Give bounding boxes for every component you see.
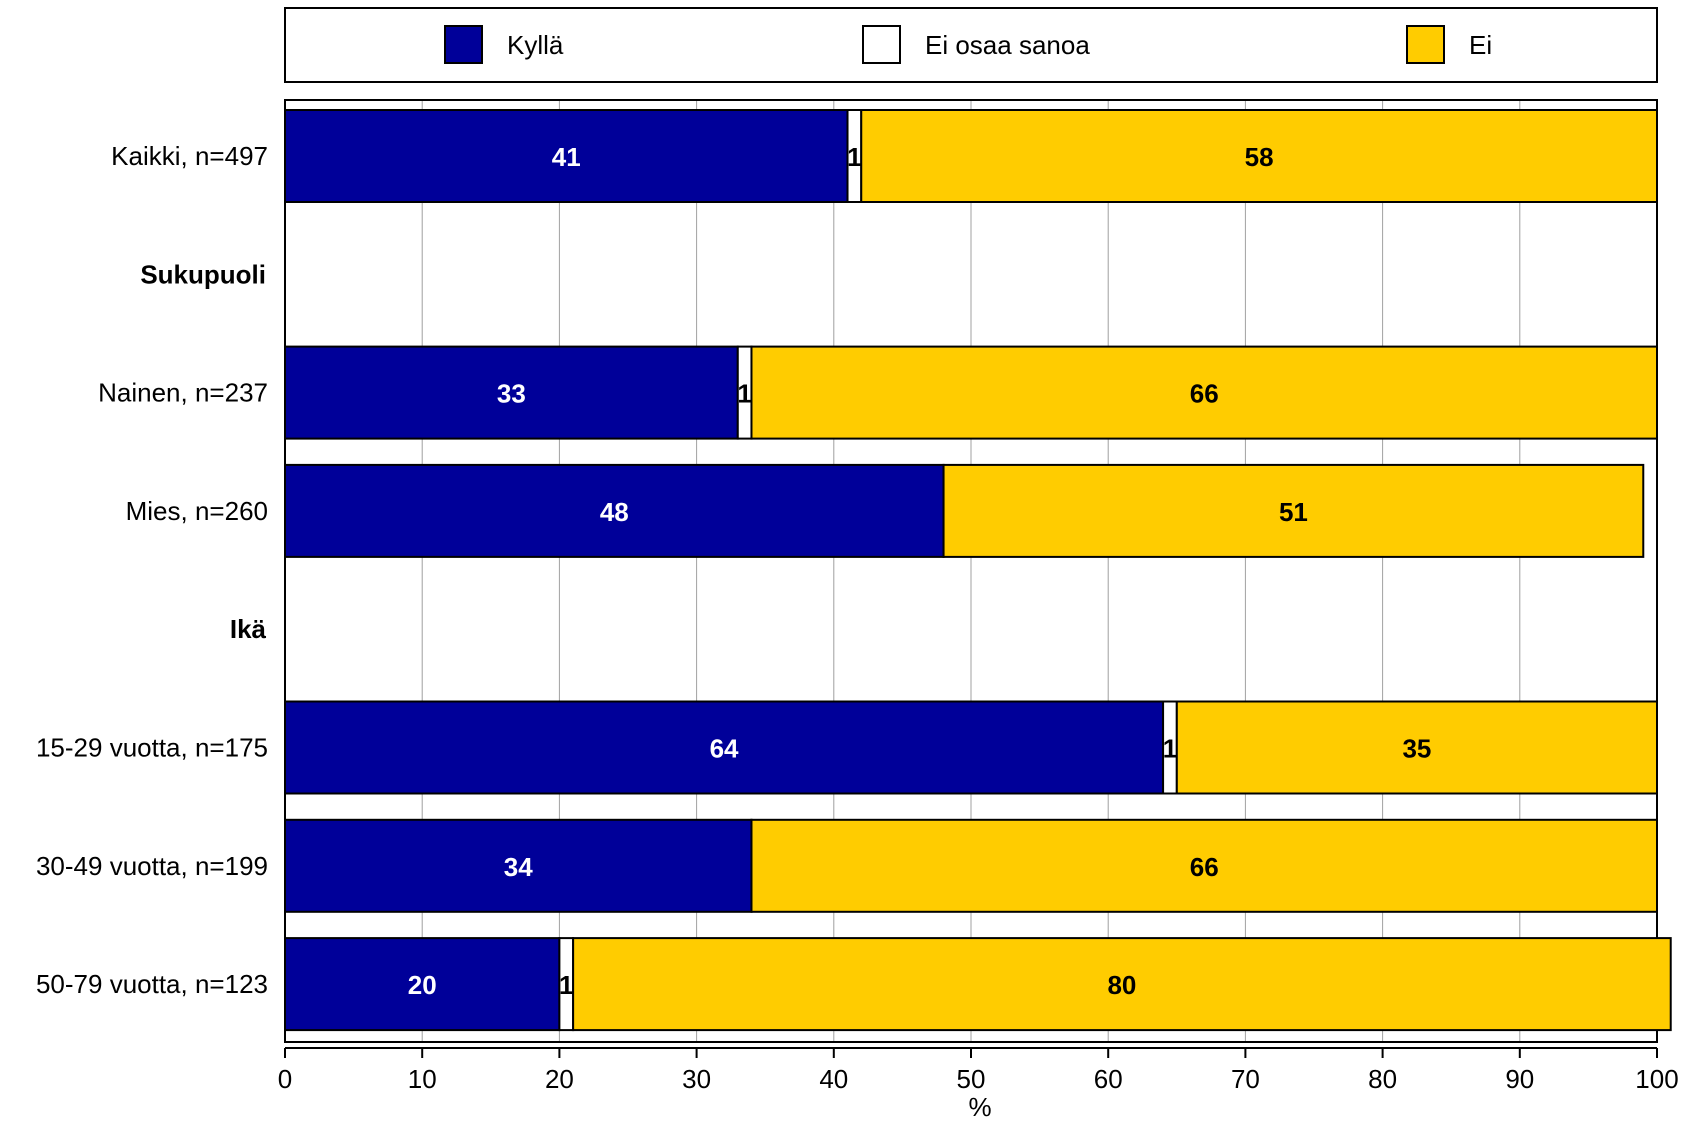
bar-segment-ei (1175, 700, 1659, 795)
data-label: 80 (1107, 970, 1136, 1000)
data-label: 34 (504, 852, 533, 882)
bar-row-15-29-vuotta-n-175: 64 1 35 (284, 700, 1659, 795)
legend-swatch (1406, 25, 1445, 64)
bar-segment-ei (750, 818, 1658, 913)
legend-label: Ei (1469, 30, 1492, 60)
data-label: 51 (1279, 497, 1308, 527)
data-label: 1 (1163, 734, 1177, 764)
data-label: 35 (1402, 734, 1431, 764)
category-label: 15-29 vuotta, n=175 (36, 733, 268, 763)
bar-row-mies-n-260: 48 51 (284, 463, 1645, 558)
category-label: 30-49 vuotta, n=199 (36, 851, 268, 881)
x-tick-label: 40 (819, 1064, 848, 1094)
category-label: Nainen, n=237 (98, 378, 268, 408)
legend-swatch (862, 25, 901, 64)
x-tick-label: 20 (545, 1064, 574, 1094)
data-label: 66 (1190, 379, 1219, 409)
bar-segment-kyll (284, 700, 1165, 795)
x-tick-label: 30 (682, 1064, 711, 1094)
plot-area-border (284, 99, 1658, 1043)
legend-swatch (444, 25, 483, 64)
data-label: 66 (1190, 852, 1219, 882)
x-tick-label: 70 (1231, 1064, 1260, 1094)
group-heading: Sukupuoli (140, 259, 266, 289)
bar-segment-ei (750, 345, 1658, 440)
x-axis: 0 10 20 30 40 50 60 70 80 90 100 (278, 1047, 1679, 1094)
data-label: 1 (847, 142, 861, 172)
data-label: 58 (1245, 142, 1274, 172)
legend-item-kyll: Kyllä (444, 25, 564, 64)
legend-item-ei: Ei (1406, 25, 1492, 64)
bar-segment-kyll (284, 937, 561, 1032)
data-label: 41 (552, 142, 581, 172)
x-tick-label: 0 (278, 1064, 292, 1094)
bar-row-50-79-vuotta-n-123: 20 1 80 (284, 937, 1672, 1032)
legend: Kyllä Ei osaa sanoa Ei (284, 7, 1658, 83)
bar-segment-ei (942, 463, 1645, 558)
x-tick-label: 50 (957, 1064, 986, 1094)
bars: 41 1 58 33 1 66 48 51 64 1 35 34 66 20 1 80 (284, 109, 1672, 1032)
legend-label: Kyllä (507, 30, 564, 60)
category-label: 50-79 vuotta, n=123 (36, 969, 268, 999)
data-label: 1 (559, 970, 573, 1000)
x-axis-label: % (968, 1092, 991, 1122)
data-label: 1 (737, 379, 751, 409)
x-tick-label: 90 (1505, 1064, 1534, 1094)
bar-segment-ei (572, 937, 1672, 1032)
data-label: 33 (497, 379, 526, 409)
bar-segment-kyll (284, 463, 945, 558)
bar-row-nainen-n-237: 33 1 66 (284, 345, 1658, 440)
x-tick-label: 60 (1094, 1064, 1123, 1094)
legend-label: Ei osaa sanoa (925, 30, 1090, 60)
bar-segment-ei (860, 109, 1658, 203)
bar-segment-kyll (284, 109, 849, 203)
bar-row-kaikki-n-497: 41 1 58 (284, 109, 1658, 203)
x-tick-label: 10 (408, 1064, 437, 1094)
bar-segment-kyll (284, 345, 739, 440)
bar-row-30-49-vuotta-n-199: 34 66 (284, 818, 1658, 913)
data-label: 48 (600, 497, 629, 527)
bar-segment-kyll (284, 818, 753, 913)
data-label: 20 (408, 970, 437, 1000)
data-label: 64 (710, 734, 739, 764)
category-label: Kaikki, n=497 (111, 141, 268, 171)
category-labels: Kaikki, n=497 Sukupuoli Nainen, n=237 Mies,… (36, 141, 268, 999)
category-label: Mies, n=260 (126, 496, 268, 526)
x-tick-label: 100 (1635, 1064, 1678, 1094)
x-tick-label: 80 (1368, 1064, 1397, 1094)
legend-item-ei-osaa-sanoa: Ei osaa sanoa (862, 25, 1090, 64)
group-heading: Ikä (230, 614, 267, 644)
